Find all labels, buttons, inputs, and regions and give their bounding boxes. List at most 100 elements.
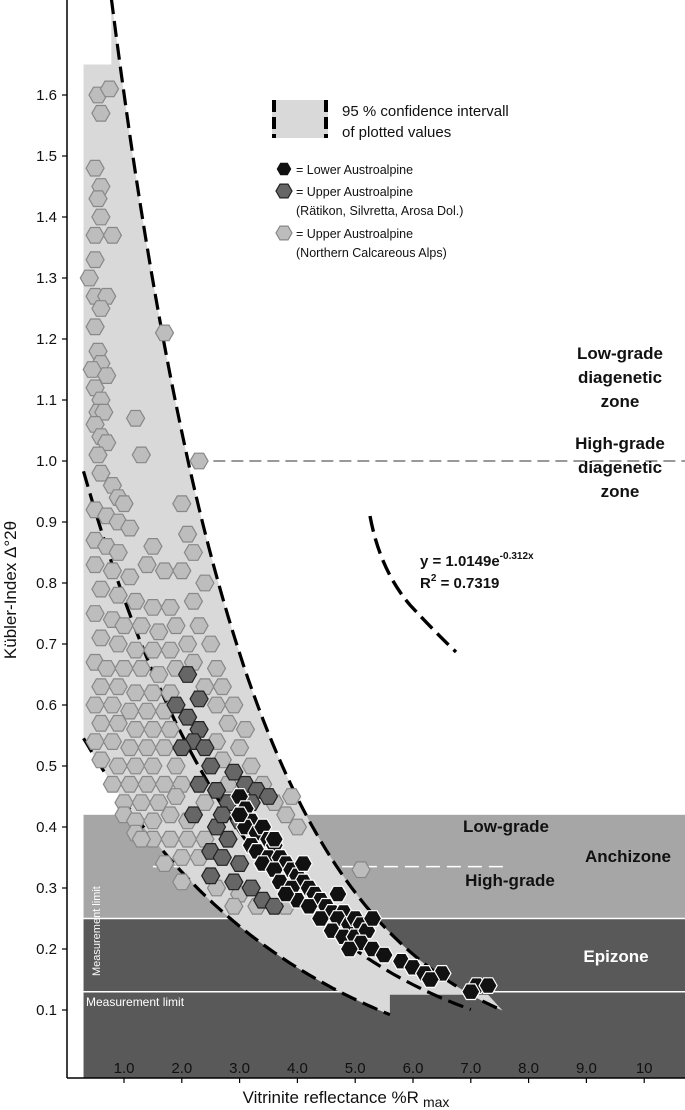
y-tick-label: 1.1: [36, 392, 57, 409]
anchizone-label: Anchizone: [585, 847, 671, 866]
northern-calcareous-alps-point: [108, 635, 128, 653]
northern-calcareous-alps-point: [125, 757, 146, 775]
confidence-band: [83, 0, 503, 1015]
x-axis-label: Vitrinite reflectance %R max: [243, 1088, 450, 1110]
legend-band-label-1: 95 % confidence intervall: [342, 103, 509, 120]
northern-calcareous-alps-point: [91, 104, 111, 122]
northern-calcareous-alps-point: [85, 159, 105, 177]
northern-calcareous-alps-point: [137, 556, 157, 574]
northern-calcareous-alps-point: [160, 830, 180, 848]
equation-curve-sample: [368, 515, 458, 654]
x-tick-label: 6.0: [403, 1060, 424, 1077]
northern-calcareous-alps-point: [85, 226, 105, 244]
y-tick-label: 1.4: [36, 209, 57, 226]
northern-calcareous-alps-point: [183, 544, 204, 561]
northern-calcareous-alps-point: [351, 861, 371, 879]
northern-calcareous-alps-point: [91, 751, 111, 769]
northern-calcareous-alps-point: [91, 629, 111, 647]
upper-austroalpine-point: [201, 757, 221, 775]
northern-calcareous-alps-point: [201, 635, 221, 653]
legend-marker-2: [275, 225, 293, 241]
y-tick-label: 0.2: [36, 941, 57, 958]
northern-calcareous-alps-point: [137, 702, 157, 720]
northern-calcareous-alps-point: [235, 721, 256, 738]
y-tick-label: 0.4: [36, 819, 57, 836]
northern-calcareous-alps-point: [108, 678, 128, 696]
upper-austroalpine-point: [183, 806, 204, 824]
lower-austroalpine-point: [339, 940, 360, 958]
northern-calcareous-alps-point: [120, 739, 140, 757]
northern-calcareous-alps-point: [143, 641, 163, 659]
northern-calcareous-alps-point: [143, 684, 163, 702]
northern-calcareous-alps-point: [85, 696, 105, 714]
y-tick-label: 0.3: [36, 880, 57, 897]
northern-calcareous-alps-point: [131, 446, 151, 464]
northern-calcareous-alps-point: [206, 696, 227, 714]
lower-austroalpine-point: [229, 806, 250, 824]
northern-calcareous-alps-point: [189, 617, 209, 635]
low-grade-diagenetic-label-1: Low-grade: [577, 344, 663, 363]
y-ticks: 0.1 0.2 0.3 0.4 0.5 0.6 0.7 0.8 0.9 1.0 1.1 1.2 1.3 1…: [36, 87, 67, 1019]
regression-equation: y = 1.0149e-0.312x R2 = 0.7319: [420, 551, 534, 592]
legend-item-label-0: = Lower Austroalpine: [296, 163, 413, 177]
northern-calcareous-alps-point: [224, 897, 244, 915]
northern-calcareous-alps-point: [97, 367, 117, 384]
y-tick-label: 1.2: [36, 331, 57, 348]
northern-calcareous-alps-point: [212, 678, 232, 696]
northern-calcareous-alps-point: [160, 599, 180, 616]
upper-austroalpine-point: [189, 775, 209, 793]
x-tick-label: 10: [636, 1060, 653, 1077]
northern-calcareous-alps-point: [85, 733, 105, 750]
northern-calcareous-alps-point: [102, 226, 123, 244]
northern-calcareous-alps-point: [177, 525, 198, 543]
northern-calcareous-alps-point: [108, 714, 128, 732]
northern-calcareous-alps-point: [149, 623, 169, 641]
northern-calcareous-alps-point: [143, 538, 163, 555]
northern-calcareous-alps-point: [125, 592, 146, 610]
legend-item-label-1: = Upper Austroalpine: [296, 185, 413, 199]
high-grade-diagenetic-label-1: High-grade: [575, 434, 665, 453]
northern-calcareous-alps-point: [160, 641, 180, 659]
northern-calcareous-alps-point: [125, 721, 146, 738]
y-tick-label: 1.5: [36, 148, 57, 165]
lower-austroalpine-point: [374, 946, 394, 964]
y-tick-label: 0.1: [36, 1002, 57, 1019]
lower-austroalpine-point: [461, 983, 481, 1001]
high-grade-diagenetic-label-3: zone: [601, 482, 640, 501]
northern-calcareous-alps-point: [137, 739, 157, 757]
measurement-limit-strip: [67, 0, 84, 1078]
y-tick-label: 0.6: [36, 697, 57, 714]
legend-item-label-2: = Upper Austroalpine: [296, 227, 413, 241]
legend-band-label-2: of plotted values: [342, 124, 451, 141]
upper-austroalpine-point: [212, 849, 232, 866]
northern-calcareous-alps-point: [143, 757, 163, 775]
x-ticks: 1.0 2.0 3.0 4.0 5.0 6.0 7.0 8.0 9.0 10: [114, 1060, 653, 1083]
northern-calcareous-alps-point: [189, 452, 209, 470]
northern-calcareous-alps-point: [154, 562, 175, 580]
r-squared-text: R2 = 0.7319: [420, 573, 499, 592]
northern-calcareous-alps-point: [281, 788, 302, 805]
northern-calcareous-alps-point: [99, 80, 120, 98]
northern-calcareous-alps-point: [114, 495, 134, 513]
northern-calcareous-alps-point: [143, 812, 163, 830]
lower-austroalpine-point: [420, 971, 440, 988]
northern-calcareous-alps-point: [229, 739, 250, 757]
northern-calcareous-alps-point: [195, 574, 215, 592]
northern-calcareous-alps-point: [241, 757, 261, 775]
data-points: [79, 80, 498, 1001]
legend-item-sub-1: (Rätikon, Silvretta, Arosa Dol.): [296, 204, 463, 218]
measurement-limit-vertical-label: Measurement limit: [91, 886, 103, 976]
northern-calcareous-alps-point: [218, 714, 238, 732]
northern-calcareous-alps-point: [131, 794, 151, 811]
upper-austroalpine-point: [229, 855, 250, 872]
northern-calcareous-alps-point: [120, 568, 140, 586]
legend-band-swatch: [272, 100, 328, 138]
northern-calcareous-alps-point: [85, 318, 105, 336]
northern-calcareous-alps-point: [166, 617, 186, 635]
zone-labels: Low-grade diagenetic zone High-grade dia…: [86, 344, 671, 1009]
northern-calcareous-alps-point: [287, 818, 308, 836]
lower-austroalpine-point: [276, 885, 296, 903]
northern-calcareous-alps-point: [172, 562, 192, 580]
northern-calcareous-alps-point: [137, 775, 157, 793]
northern-calcareous-alps-point: [166, 788, 186, 805]
